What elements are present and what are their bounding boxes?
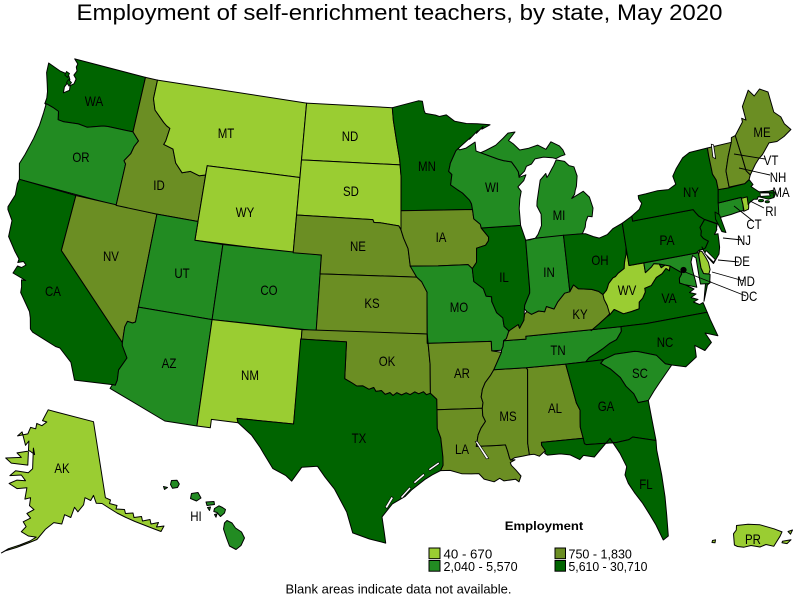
svg-text:GA: GA	[598, 398, 615, 414]
svg-text:SC: SC	[632, 365, 648, 381]
svg-text:NC: NC	[657, 334, 674, 350]
svg-text:Blank areas indicate data not: Blank areas indicate data not available.	[286, 583, 512, 597]
svg-text:HI: HI	[190, 508, 202, 524]
svg-text:NY: NY	[683, 184, 699, 200]
svg-text:KY: KY	[572, 306, 588, 322]
svg-text:WI: WI	[485, 179, 499, 195]
svg-text:IL: IL	[499, 269, 509, 285]
svg-text:VA: VA	[661, 290, 677, 306]
svg-text:OH: OH	[591, 252, 608, 268]
svg-text:SD: SD	[343, 183, 359, 199]
svg-text:AL: AL	[548, 400, 562, 416]
svg-text:2,040 - 5,570: 2,040 - 5,570	[444, 559, 518, 574]
svg-text:IA: IA	[436, 229, 447, 245]
svg-text:IN: IN	[543, 264, 555, 280]
svg-text:MT: MT	[218, 125, 235, 141]
svg-text:MS: MS	[499, 408, 516, 424]
svg-text:ID: ID	[153, 177, 165, 193]
svg-text:KS: KS	[364, 295, 379, 311]
svg-text:ND: ND	[342, 128, 359, 144]
svg-text:WY: WY	[236, 204, 255, 220]
svg-text:MO: MO	[450, 299, 469, 315]
svg-text:MA: MA	[772, 184, 790, 200]
svg-text:LA: LA	[455, 441, 470, 457]
svg-text:40 - 670: 40 - 670	[444, 547, 493, 562]
svg-text:ME: ME	[753, 124, 770, 140]
svg-text:MI: MI	[553, 207, 566, 223]
svg-text:DC: DC	[741, 288, 758, 304]
svg-text:5,610 - 30,710: 5,610 - 30,710	[569, 559, 648, 574]
svg-text:NV: NV	[103, 248, 119, 264]
svg-text:Employment of self-enrichment: Employment of self-enrichment teachers, …	[77, 0, 723, 25]
svg-text:CA: CA	[45, 283, 61, 299]
svg-text:CO: CO	[260, 282, 277, 298]
svg-text:UT: UT	[174, 265, 190, 281]
svg-text:750 - 1,830: 750 - 1,830	[569, 547, 632, 562]
svg-text:MN: MN	[418, 158, 436, 174]
svg-text:PA: PA	[659, 232, 675, 248]
svg-text:AZ: AZ	[162, 355, 177, 371]
svg-text:AR: AR	[454, 365, 470, 381]
svg-text:WA: WA	[85, 93, 104, 109]
svg-text:OR: OR	[72, 149, 89, 165]
svg-text:NH: NH	[770, 169, 787, 185]
svg-text:DE: DE	[734, 253, 750, 269]
svg-text:WV: WV	[618, 282, 637, 298]
svg-text:AK: AK	[54, 460, 70, 476]
svg-text:FL: FL	[639, 476, 653, 492]
svg-text:PR: PR	[745, 531, 761, 547]
svg-text:Employment: Employment	[505, 519, 584, 533]
svg-text:NM: NM	[241, 367, 259, 383]
svg-text:MD: MD	[737, 273, 755, 289]
svg-text:CT: CT	[746, 216, 762, 232]
svg-text:NE: NE	[350, 238, 366, 254]
svg-text:TX: TX	[352, 430, 367, 446]
svg-text:NJ: NJ	[737, 232, 751, 248]
svg-text:OK: OK	[379, 353, 396, 369]
svg-text:TN: TN	[550, 342, 565, 358]
svg-text:VT: VT	[764, 152, 779, 168]
svg-text:RI: RI	[765, 203, 777, 219]
